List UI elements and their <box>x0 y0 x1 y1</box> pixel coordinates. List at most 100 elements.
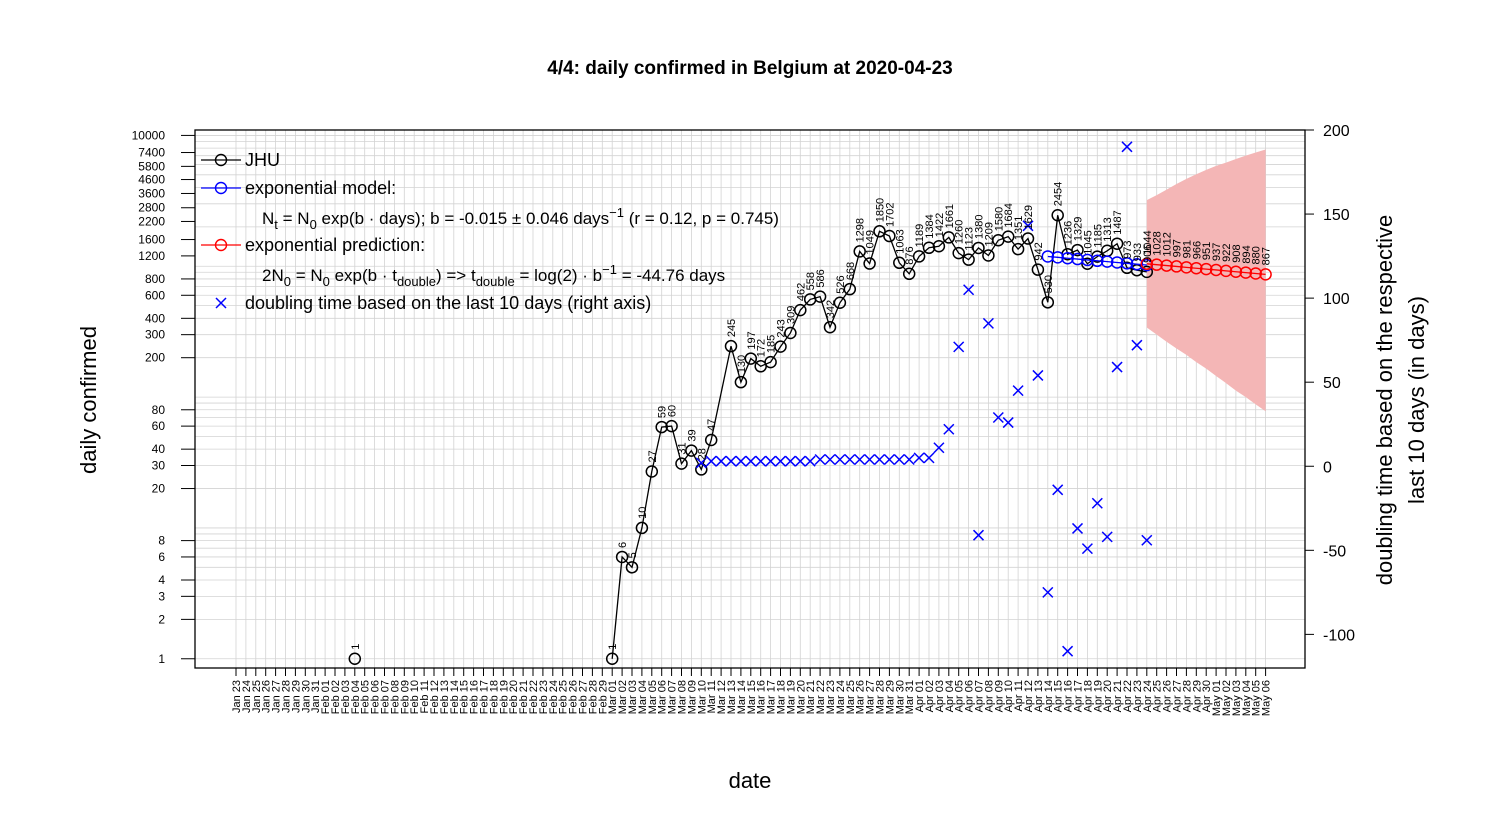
x-tick-label: Mar 18 <box>776 680 788 714</box>
x-tick-label: Apr 05 <box>954 680 966 712</box>
x-tick-label: Apr 20 <box>1102 680 1114 712</box>
jhu-point-label: 59 <box>657 406 669 418</box>
jhu-point <box>774 340 787 353</box>
doubling-time-marker <box>774 455 787 467</box>
doubling-time-marker <box>705 455 717 467</box>
prediction-point <box>1219 264 1233 278</box>
x-tick-label: Feb 15 <box>459 680 471 714</box>
jhu-point-label: 27 <box>647 450 659 462</box>
prediction-point <box>1160 259 1173 272</box>
x-tick-label: Mar 09 <box>686 680 698 714</box>
jhu-point <box>1031 263 1045 276</box>
doubling-time-marker <box>923 452 935 464</box>
jhu-point <box>942 231 956 244</box>
prediction-point-label: 922 <box>1221 244 1233 262</box>
jhu-point <box>932 239 946 253</box>
x-tick-label: Feb 12 <box>429 680 441 714</box>
x-tick-label: Apr 13 <box>1033 680 1045 712</box>
doubling-time-marker <box>1012 385 1024 397</box>
x-tick-label: Feb 26 <box>568 680 580 714</box>
x-tick-label: Apr 14 <box>1043 680 1055 712</box>
jhu-point-label: 668 <box>845 262 857 280</box>
jhu-point-label: 5 <box>627 552 639 558</box>
x-tick-label: Mar 04 <box>637 680 649 714</box>
x-tick-label: Jan 30 <box>300 680 312 713</box>
model-line <box>1047 255 1147 266</box>
x-tick-label: Feb 19 <box>498 680 510 714</box>
jhu-point <box>823 320 837 334</box>
prediction-point-label: 880 <box>1251 246 1263 264</box>
x-tick-label: Apr 29 <box>1191 680 1203 712</box>
x-tick-label: Mar 12 <box>716 680 728 714</box>
y-tick-label: 1200 <box>138 249 165 263</box>
jhu-point-label: 245 <box>726 319 738 337</box>
doubling-time-marker <box>953 341 965 353</box>
doubling-time-marker <box>864 453 876 466</box>
y-tick-label: 8 <box>158 534 165 548</box>
jhu-point <box>813 290 827 303</box>
jhu-point <box>764 355 777 369</box>
jhu-point-label: 1850 <box>875 198 887 222</box>
model-point <box>1110 256 1124 269</box>
doubling-time-marker <box>883 453 895 466</box>
jhu-point-label: 1063 <box>894 229 906 253</box>
x-tick-label: Feb 08 <box>389 680 401 714</box>
x-tick-label: Feb 20 <box>508 680 520 714</box>
doubling-time-marker <box>695 457 707 469</box>
jhu-point <box>1110 237 1124 250</box>
x-tick-label: Feb 09 <box>399 680 411 714</box>
jhu-point-label: 1209 <box>983 222 995 246</box>
jhu-point-label: 130 <box>736 355 748 373</box>
jhu-point-label: 1298 <box>855 218 867 242</box>
x-tick-label: Mar 22 <box>815 680 827 714</box>
jhu-point <box>744 352 758 365</box>
jhu-point <box>853 245 866 258</box>
jhu-point-label: 1684 <box>1003 203 1015 227</box>
x-tick-label: Jan 31 <box>310 680 322 713</box>
x-tick-label: Mar 24 <box>835 680 847 714</box>
prediction-point-label: 981 <box>1181 240 1193 258</box>
doubling-time-marker <box>824 453 836 466</box>
jhu-point-label: 526 <box>835 275 847 293</box>
x-tick-label: Feb 04 <box>350 680 362 714</box>
y2-axis-title-line2: last 10 days (in days) <box>1404 296 1429 504</box>
x-tick-label: Mar 02 <box>617 680 629 714</box>
jhu-point <box>605 652 619 666</box>
x-tick-label: Feb 01 <box>320 680 332 714</box>
jhu-point <box>833 296 847 310</box>
model-point <box>1061 251 1074 265</box>
doubling-time-marker <box>1121 141 1133 153</box>
x-tick-label: Mar 08 <box>677 680 689 714</box>
x-tick-label: Jan 25 <box>251 680 263 713</box>
x-tick-label: Mar 03 <box>627 680 639 714</box>
doubling-time-marker <box>963 284 975 296</box>
y-tick-label: 30 <box>152 459 166 473</box>
legend-model-marker <box>214 181 228 195</box>
doubling-time-marker <box>804 455 816 467</box>
doubling-time-marker <box>1052 484 1064 496</box>
x-tick-label: Jan 24 <box>241 680 253 713</box>
x-tick-label: Mar 16 <box>756 680 768 714</box>
prediction-point <box>1229 265 1243 278</box>
legend: JHU exponential model: Nt = N0 exp(b · d… <box>201 150 779 313</box>
x-tick-label: Apr 27 <box>1172 680 1184 712</box>
jhu-point-label: 2454 <box>1053 182 1065 206</box>
x-tick-label: Mar 01 <box>607 680 619 714</box>
legend-jhu-label: JHU <box>245 150 280 170</box>
y-tick-label: 3600 <box>138 186 165 200</box>
y-axis-title: daily confirmed <box>76 326 101 474</box>
jhu-point-label: 942 <box>1033 242 1045 260</box>
doubling-time-marker <box>943 423 955 435</box>
doubling-time-marker <box>1062 645 1074 657</box>
jhu-point <box>655 420 668 434</box>
jhu-point-label: 876 <box>904 246 916 264</box>
jhu-point <box>843 282 857 296</box>
y2-tick-label: 0 <box>1323 459 1332 476</box>
x-tick-label: Apr 15 <box>1053 680 1065 712</box>
x-tick-label: Mar 23 <box>825 680 837 714</box>
jhu-point <box>1041 296 1055 309</box>
doubling-time-marker <box>1002 417 1014 429</box>
series <box>348 141 1272 666</box>
